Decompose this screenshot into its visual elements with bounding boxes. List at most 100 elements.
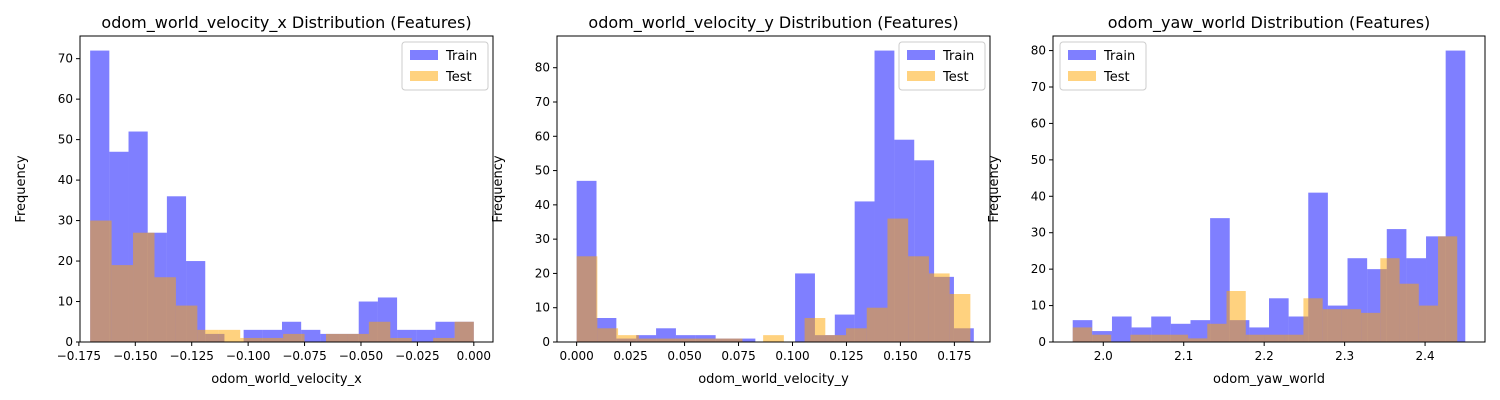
legend-label-train: Train	[445, 49, 477, 64]
y-tick-label: 30	[1031, 226, 1046, 240]
x-axis-label: odom_world_velocity_x	[211, 372, 362, 387]
y-tick-label: 0	[542, 335, 550, 349]
x-tick-label: 0.125	[829, 349, 863, 363]
legend-label-test: Test	[445, 70, 472, 85]
bar-train	[301, 329, 321, 342]
axes-frame	[1052, 35, 1486, 343]
bar-test	[218, 329, 241, 342]
y-tick-label: 40	[58, 173, 73, 187]
y-tick-label: 10	[58, 295, 73, 309]
bar-test	[846, 328, 867, 342]
bar-train	[735, 338, 756, 342]
bar-test	[1149, 334, 1169, 342]
bar-test	[283, 333, 305, 342]
y-tick-label: 50	[535, 164, 550, 178]
y-tick-label: 70	[535, 95, 550, 109]
bar-test	[804, 318, 826, 342]
bar-test	[433, 337, 455, 342]
bar-test	[721, 338, 743, 342]
bar-test	[1245, 334, 1265, 342]
bar-test	[1072, 327, 1092, 342]
bar-train	[1210, 218, 1230, 342]
legend-swatch-train	[410, 50, 438, 60]
y-tick-label: 20	[1031, 262, 1046, 276]
bar-test	[1361, 312, 1381, 342]
y-tick-label: 70	[58, 52, 73, 66]
bar-train	[636, 335, 657, 342]
bar-test	[1168, 334, 1189, 342]
legend: Train Test	[898, 41, 986, 91]
legend-swatch-train	[907, 50, 935, 60]
bar-test	[763, 335, 784, 342]
y-axis-label: Frequency	[987, 155, 1002, 222]
x-tick-label: 2.1	[1174, 349, 1193, 363]
x-tick-label: −0.150	[113, 349, 157, 363]
y-tick-label: 20	[535, 266, 550, 280]
chart-panel-3: 2.0 2.1 2.2 2.3 2.4 0 10 20 30 40 50 60 70 80 odom_yaw…	[987, 13, 1486, 387]
y-tick-label: 80	[535, 61, 550, 75]
bar-test	[825, 335, 847, 342]
bar-test	[866, 307, 888, 342]
legend-label-test: Test	[942, 70, 969, 85]
bar-test	[240, 337, 262, 342]
y-tick-label: 0	[1038, 335, 1046, 349]
chart-panel-1: −0.175 −0.150 −0.125 −0.100 −0.075 −0.050 −0.0…	[14, 13, 494, 387]
x-tick-label: 0.050	[667, 349, 701, 363]
y-tick-label: 80	[1031, 44, 1046, 58]
bar-test	[887, 218, 909, 342]
x-tick-label: 2.4	[1416, 349, 1435, 363]
y-tick-label: 60	[1031, 116, 1046, 130]
y-tick-label: 70	[1031, 80, 1046, 94]
y-tick-label: 50	[58, 133, 73, 147]
y-tick-label: 20	[58, 254, 73, 268]
bar-test	[597, 328, 619, 342]
y-tick-label: 30	[58, 214, 73, 228]
legend-label-train: Train	[942, 49, 974, 64]
bar-train	[854, 201, 875, 342]
bar-test	[368, 321, 391, 342]
legend-label-test: Test	[1103, 70, 1130, 85]
series-test	[1072, 236, 1458, 342]
x-tick-label: 0.175	[937, 349, 971, 363]
x-tick-label: 0.150	[883, 349, 917, 363]
bar-test	[1341, 309, 1362, 342]
legend: Train Test	[1059, 41, 1147, 91]
bar-test	[1226, 291, 1246, 342]
y-tick-label: 10	[535, 301, 550, 315]
bar-test	[618, 335, 639, 342]
bar-test	[154, 277, 176, 342]
bar-test	[1322, 309, 1342, 342]
x-tick-label: 2.0	[1094, 349, 1113, 363]
axes-frame	[556, 35, 991, 343]
bar-test	[261, 337, 284, 342]
legend: Train Test	[401, 41, 489, 91]
bar-test	[1284, 334, 1304, 342]
bar-test	[700, 338, 722, 342]
y-tick-label: 10	[1031, 299, 1046, 313]
bar-test	[1418, 305, 1439, 342]
bar-train	[1111, 316, 1132, 342]
bar-test	[1188, 338, 1208, 342]
chart-panel-2: 0.000 0.025 0.050 0.075 0.100 0.125 0.150 0.175…	[491, 13, 991, 387]
bar-train	[1190, 320, 1211, 342]
y-axis-label: Frequency	[14, 155, 29, 222]
legend-swatch-test	[410, 71, 438, 81]
x-tick-label: 0.075	[721, 349, 755, 363]
y-axis-label: Frequency	[491, 155, 506, 222]
bar-test	[133, 232, 155, 342]
bar-test	[680, 338, 701, 342]
legend-swatch-test	[1068, 71, 1096, 81]
chart-title: odom_world_velocity_x Distribution (Feat…	[101, 13, 471, 33]
x-axis-label: odom_yaw_world	[1213, 372, 1325, 387]
bar-test	[1091, 334, 1112, 342]
bar-test	[197, 329, 219, 342]
x-tick-label: −0.050	[339, 349, 383, 363]
bar-train	[695, 335, 716, 342]
bar-test	[576, 256, 598, 342]
legend-swatch-test	[907, 71, 935, 81]
bar-test	[175, 305, 198, 342]
x-tick-label: −0.175	[57, 349, 101, 363]
x-tick-label: 0.000	[559, 349, 593, 363]
bar-test	[111, 265, 134, 342]
